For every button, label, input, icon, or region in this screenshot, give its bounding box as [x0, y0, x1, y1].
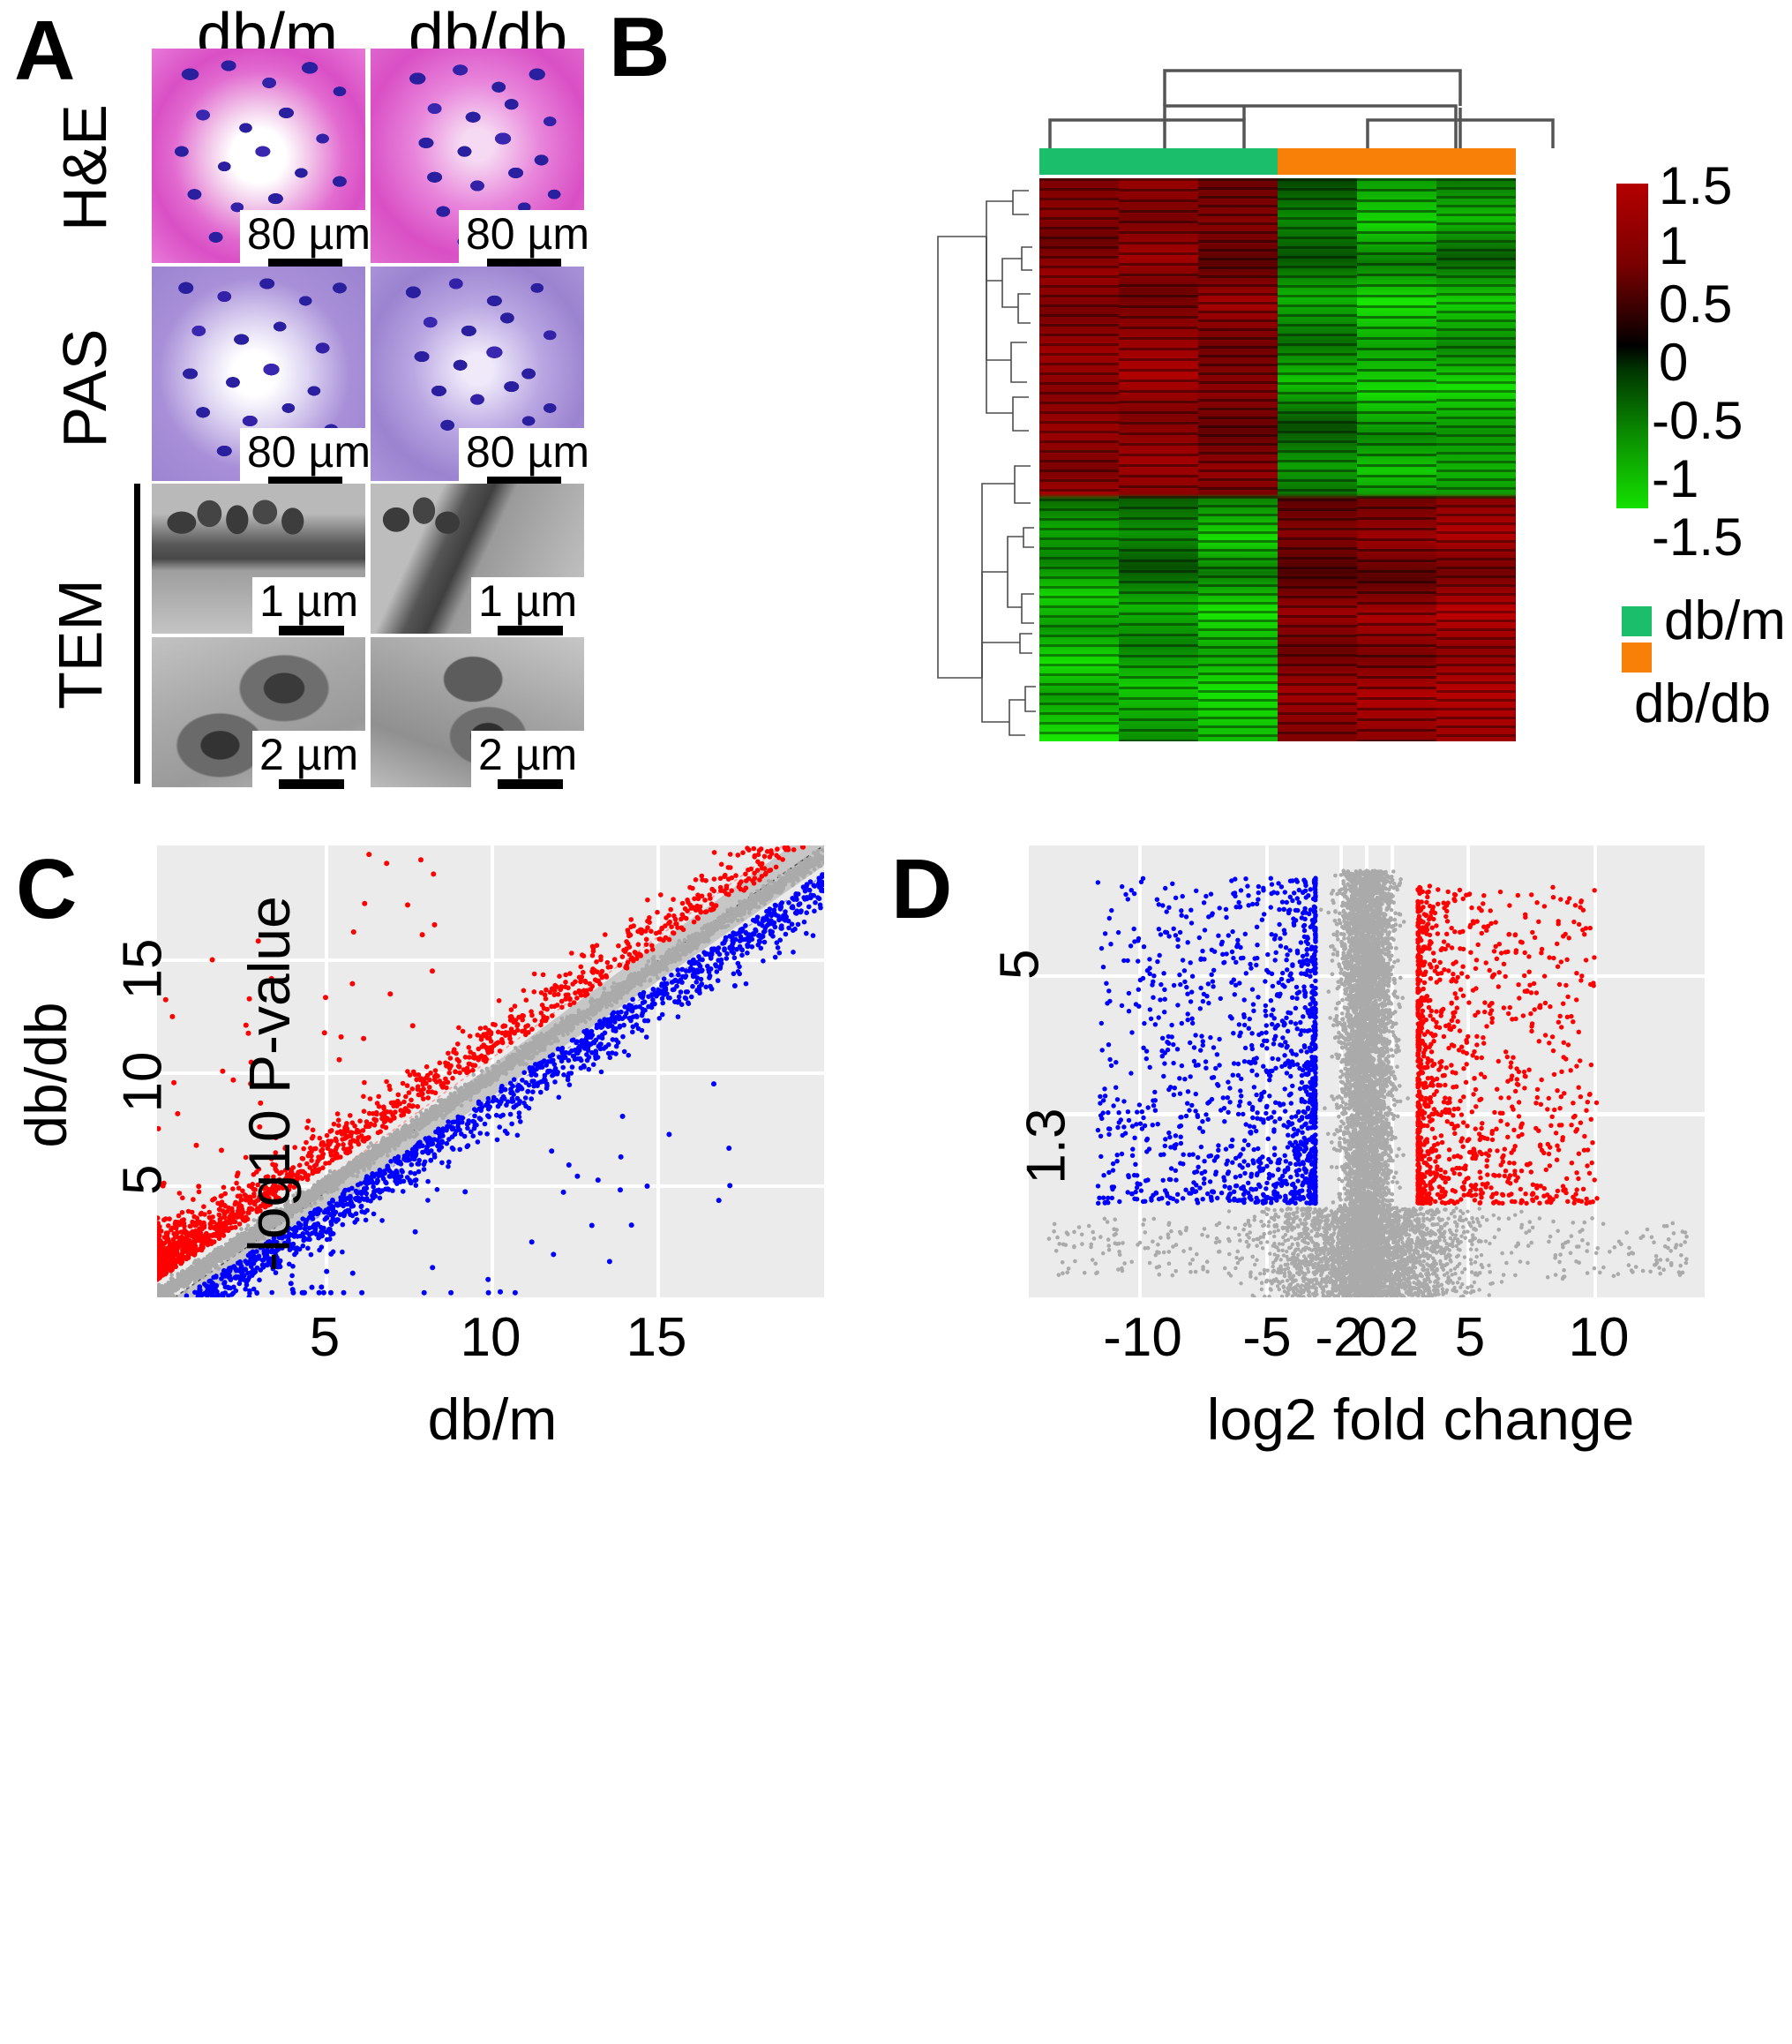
panel-b-heatmap-column: [1039, 178, 1119, 741]
panel-a-scalebar-tem1-dbm: 1 µm: [252, 577, 371, 640]
panel-c-xtick-10: 10: [460, 1307, 521, 1368]
panel-a-scalebar-he-dbm: 80 µm: [240, 210, 371, 273]
panel-d-ytick-5: 5: [989, 949, 1051, 980]
panel-b-heatmap-column: [1119, 178, 1198, 741]
panel-b-group-bar-dbdb: [1278, 148, 1516, 175]
panel-d-gridline-xm10: [1138, 845, 1142, 1297]
panel-b-column-dendrogram: [1048, 69, 1555, 148]
panel-b-legend-label-dbdb: db/db: [1634, 673, 1772, 734]
panel-b-legend-label-dbm: db/m: [1664, 590, 1786, 651]
panel-b-colorbar: [1615, 182, 1650, 510]
panel-c-ytick-10: 10: [112, 1051, 174, 1113]
panel-c-ytick-5: 5: [112, 1164, 174, 1195]
panel-b-colorbar-tick-0: 0: [1659, 333, 1689, 392]
panel-b-heatmap-column: [1357, 178, 1436, 741]
panel-a-letter: A: [14, 4, 75, 98]
panel-b-legend-swatch-dbdb: [1622, 643, 1652, 673]
panel-d-xtick-5: 5: [1454, 1307, 1486, 1368]
panel-c-ytick-15: 15: [112, 938, 174, 1000]
panel-a-tem-bracket: [134, 484, 140, 784]
panel-c-xtick-5: 5: [309, 1307, 341, 1368]
panel-a-scalebar-he-dbdb-text: 80 µm: [466, 209, 589, 259]
panel-d-xtick-m10: -10: [1103, 1307, 1182, 1368]
panel-d-gridline-x5: [1466, 845, 1470, 1297]
panel-c-ylabel: db/db: [13, 1002, 79, 1148]
panel-b-colorbar-tick-m1: -1: [1652, 449, 1699, 508]
panel-b-group-bar-dbm: [1039, 148, 1278, 175]
panel-c-scatter: [157, 845, 824, 1297]
panel-a-row-label-he: H&E: [50, 104, 119, 231]
panel-b-colorbar-tick-1: 1: [1659, 216, 1689, 275]
panel-b-heatmap: [1039, 178, 1516, 741]
panel-c-plot-area: [157, 845, 824, 1297]
panel-d-xtick-m5: -5: [1242, 1307, 1292, 1368]
panel-a-scalebar-tem1-dbm-text: 1 µm: [259, 576, 359, 626]
panel-a-scalebar-tem1-dbdb-text: 1 µm: [478, 576, 578, 626]
panel-b-legend-item-dbm: db/m: [1622, 590, 1786, 652]
panel-b-group-bar: [1039, 148, 1516, 175]
panel-a-scalebar-pas-dbm-text: 80 µm: [247, 427, 371, 477]
panel-c-xtick-15: 15: [626, 1307, 687, 1368]
panel-c-gridline-y15: [157, 958, 824, 962]
panel-b-colorbar-tick-m1p5: -1.5: [1652, 507, 1743, 567]
panel-b-heatmap-column: [1278, 178, 1357, 741]
panel-d-xtick-2: 2: [1388, 1307, 1420, 1368]
panel-d-xtick-m2: -2: [1315, 1307, 1364, 1368]
panel-d-scatter: [1046, 868, 1689, 1297]
panel-a-scalebar-pas-dbdb-text: 80 µm: [466, 427, 589, 477]
panel-a-scalebar-tem1-dbdb: 1 µm: [471, 577, 589, 640]
panel-d-ylabel: -log10 P-value: [236, 896, 302, 1272]
panel-b-legend-item-dbdb: db/db: [1622, 643, 1792, 735]
panel-a-scalebar-tem2-dbdb-text: 2 µm: [478, 730, 578, 779]
panel-a-scalebar-pas-dbdb: 80 µm: [459, 428, 589, 491]
panel-d-xtick-10: 10: [1568, 1307, 1630, 1368]
panel-a-row-label-tem: TEM: [46, 579, 115, 710]
panel-b-letter: B: [609, 0, 670, 94]
panel-d-letter: D: [891, 842, 952, 936]
panel-d-plot-area: [1029, 845, 1705, 1297]
panel-d-xtick-0: 0: [1356, 1307, 1388, 1368]
panel-b-heatmap-column: [1436, 178, 1516, 741]
panel-b-heatmap-column: [1198, 178, 1278, 741]
panel-a-scalebar-tem2-dbdb: 2 µm: [471, 731, 589, 793]
panel-b-colorbar-tick-0p5: 0.5: [1659, 274, 1733, 334]
panel-a-scalebar-pas-dbm: 80 µm: [240, 428, 371, 491]
panel-a-scalebar-he-dbdb: 80 µm: [459, 210, 589, 273]
panel-c-gridline-y5: [157, 1184, 824, 1188]
panel-d-ytick-1p3: 1.3: [1016, 1108, 1077, 1184]
panel-b-legend-swatch-dbm: [1622, 605, 1652, 636]
panel-a-scalebar-tem2-dbm-text: 2 µm: [259, 730, 359, 779]
panel-b-row-dendrogram: [937, 190, 1036, 736]
panel-a-row-label-pas: PAS: [50, 328, 119, 448]
panel-b-colorbar-tick-1p5: 1.5: [1659, 156, 1733, 215]
panel-d-xlabel: log2 fold change: [1206, 1386, 1635, 1452]
panel-b-colorbar-tick-m0p5: -0.5: [1652, 391, 1743, 450]
panel-d-gridline-x10: [1593, 845, 1597, 1297]
panel-a-scalebar-tem2-dbm: 2 µm: [252, 731, 371, 793]
panel-c-xlabel: db/m: [427, 1386, 558, 1452]
panel-c-letter: C: [16, 842, 77, 936]
panel-a-scalebar-he-dbm-text: 80 µm: [247, 209, 371, 259]
